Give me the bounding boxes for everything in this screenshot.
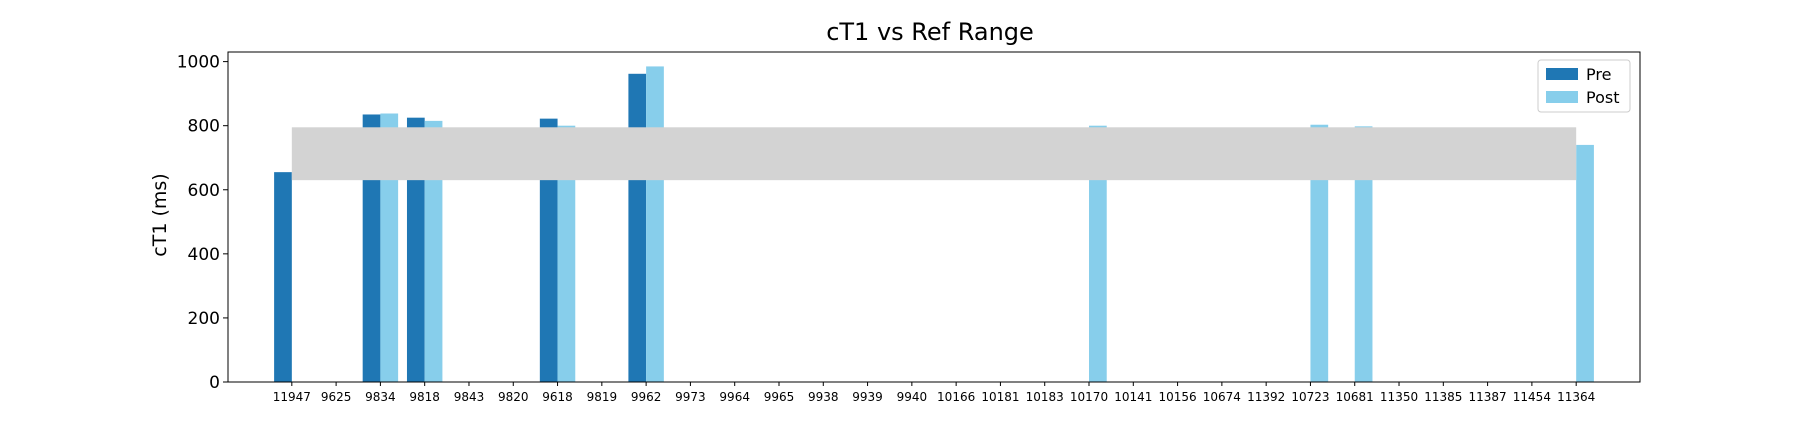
x-tick-label-9820: 9820 — [498, 390, 529, 404]
x-tick-label-9938: 9938 — [808, 390, 839, 404]
bar-post-10681 — [1354, 126, 1373, 382]
legend: Pre Post — [1537, 59, 1631, 113]
bars-layer — [274, 66, 1594, 383]
bar-post-10723 — [1310, 124, 1329, 382]
bar-post-11364 — [1576, 144, 1594, 382]
legend-swatch-pre — [1546, 68, 1578, 80]
y-tick-label-800: 800 — [188, 117, 220, 137]
y-tick-label-400: 400 — [188, 245, 220, 265]
x-tick-label-11385: 11385 — [1424, 390, 1462, 404]
legend-label-post: Post — [1586, 88, 1619, 107]
x-tick-label-11392: 11392 — [1247, 390, 1285, 404]
x-tick-label-9939: 9939 — [852, 390, 883, 404]
bar-post-9962 — [646, 66, 664, 383]
x-tick-label-9962: 9962 — [631, 390, 662, 404]
x-tick-label-9843: 9843 — [454, 390, 485, 404]
bar-pre-9834 — [362, 114, 381, 382]
x-tick-label-10170: 10170 — [1070, 390, 1108, 404]
bar-post-9834 — [380, 113, 399, 382]
y-tick-label-200: 200 — [188, 309, 220, 329]
x-tick-label-10681: 10681 — [1336, 390, 1374, 404]
x-tick-label-9819: 9819 — [587, 390, 618, 404]
bar-post-10170 — [1089, 125, 1107, 382]
y-tick-label-600: 600 — [188, 181, 220, 201]
x-tick-label-9618: 9618 — [542, 390, 573, 404]
bar-pre-11947 — [274, 172, 292, 382]
x-tick-label-11387: 11387 — [1469, 390, 1507, 404]
x-tick-label-11454: 11454 — [1513, 390, 1551, 404]
x-tick-label-10166: 10166 — [937, 390, 975, 404]
x-tick-label-9965: 9965 — [764, 390, 795, 404]
x-tick-label-10141: 10141 — [1114, 390, 1152, 404]
x-tick-label-9625: 9625 — [321, 390, 352, 404]
x-tick-label-11350: 11350 — [1380, 390, 1418, 404]
bar-pre-9962 — [628, 73, 647, 382]
y-axis-ticks: 0 200 400 600 800 1000 — [177, 53, 228, 393]
x-tick-label-9940: 9940 — [897, 390, 928, 404]
x-tick-label-9964: 9964 — [719, 390, 750, 404]
x-tick-label-10181: 10181 — [981, 390, 1019, 404]
legend-label-pre: Pre — [1586, 65, 1611, 84]
x-tick-label-9834: 9834 — [365, 390, 396, 404]
x-tick-label-10183: 10183 — [1026, 390, 1064, 404]
bar-pre-9618 — [539, 118, 558, 382]
reference-range-band — [291, 127, 1577, 181]
legend-swatch-post — [1546, 91, 1578, 103]
x-tick-label-11947: 11947 — [273, 390, 311, 404]
x-tick-label-9818: 9818 — [409, 390, 440, 404]
bar-post-9818 — [424, 120, 443, 382]
y-tick-label-1000: 1000 — [177, 53, 220, 73]
y-axis-label: cT1 (ms) — [149, 173, 171, 256]
plot-frame — [227, 51, 1641, 383]
bar-pre-9818 — [406, 117, 425, 383]
x-tick-label-11364: 11364 — [1557, 390, 1595, 404]
x-tick-label-10723: 10723 — [1291, 390, 1329, 404]
x-tick-label-9973: 9973 — [675, 390, 706, 404]
x-tick-label-10156: 10156 — [1158, 390, 1196, 404]
chart-title: cT1 vs Ref Range — [826, 18, 1034, 46]
x-tick-label-10674: 10674 — [1203, 390, 1241, 404]
reference-range-layer — [291, 127, 1577, 181]
x-axis-ticks: 11947 9625 9834 9818 9843 9820 9618 9819 9962 997… — [273, 382, 1595, 404]
y-tick-label-0: 0 — [209, 373, 220, 393]
bar-post-9618 — [557, 125, 576, 382]
